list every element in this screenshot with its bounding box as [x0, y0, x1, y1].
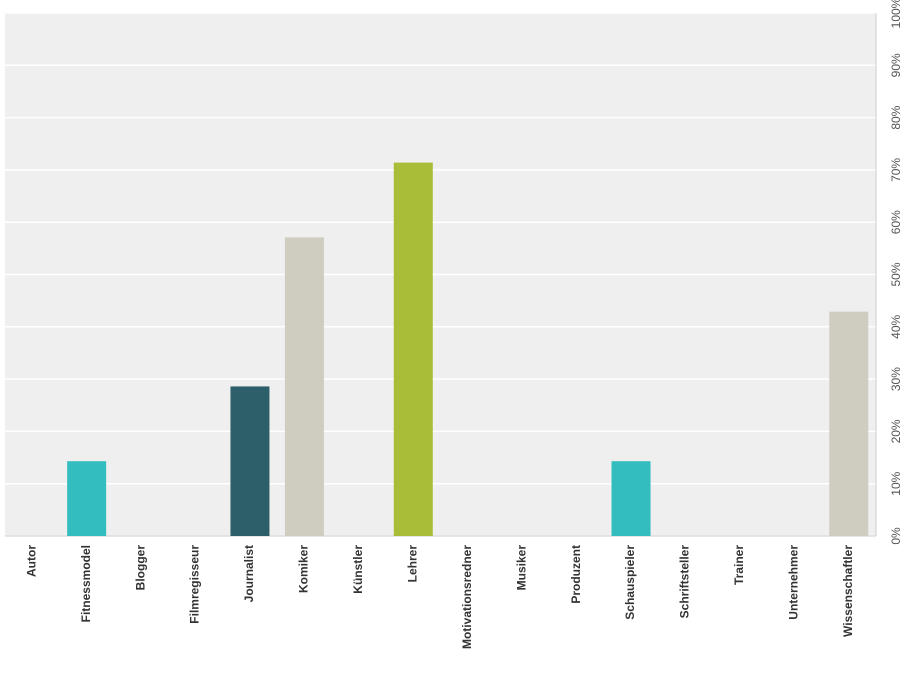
bar [393, 162, 433, 536]
x-tick-label: Schauspieler [623, 545, 637, 620]
y-tick-label: 10% [889, 471, 903, 495]
bar [284, 237, 324, 536]
x-tick-label: Komiker [297, 545, 311, 593]
x-tick-label: Filmregisseur [188, 545, 202, 624]
y-tick-label: 20% [889, 419, 903, 443]
x-tick-label: Motivationsredner [460, 545, 474, 649]
y-tick-label: 0% [889, 527, 903, 545]
x-tick-label: Künstler [351, 545, 365, 594]
y-tick-label: 30% [889, 367, 903, 391]
bar [230, 386, 270, 536]
x-tick-label: Musiker [514, 545, 528, 591]
y-tick-label: 50% [889, 262, 903, 286]
x-tick-label: Autor [24, 545, 38, 577]
x-tick-label: Trainer [732, 545, 746, 585]
y-tick-label: 80% [889, 105, 903, 129]
bar [611, 461, 651, 536]
y-tick-label: 100% [889, 0, 903, 28]
x-tick-label: Produzent [569, 545, 583, 604]
bar [67, 461, 107, 536]
x-tick-label: Fitnessmodel [79, 545, 93, 622]
y-tick-label: 60% [889, 210, 903, 234]
y-tick-label: 70% [889, 158, 903, 182]
x-tick-label: Wissenschaftler [841, 545, 855, 637]
bar [829, 311, 869, 536]
x-tick-label: Lehrer [405, 545, 419, 583]
x-tick-label: Schriftsteller [678, 545, 692, 619]
y-tick-label: 40% [889, 314, 903, 338]
y-tick-label: 90% [889, 53, 903, 77]
x-tick-label: Journalist [242, 545, 256, 602]
x-tick-label: Unternehmer [787, 545, 801, 620]
x-tick-label: Blogger [133, 545, 147, 591]
